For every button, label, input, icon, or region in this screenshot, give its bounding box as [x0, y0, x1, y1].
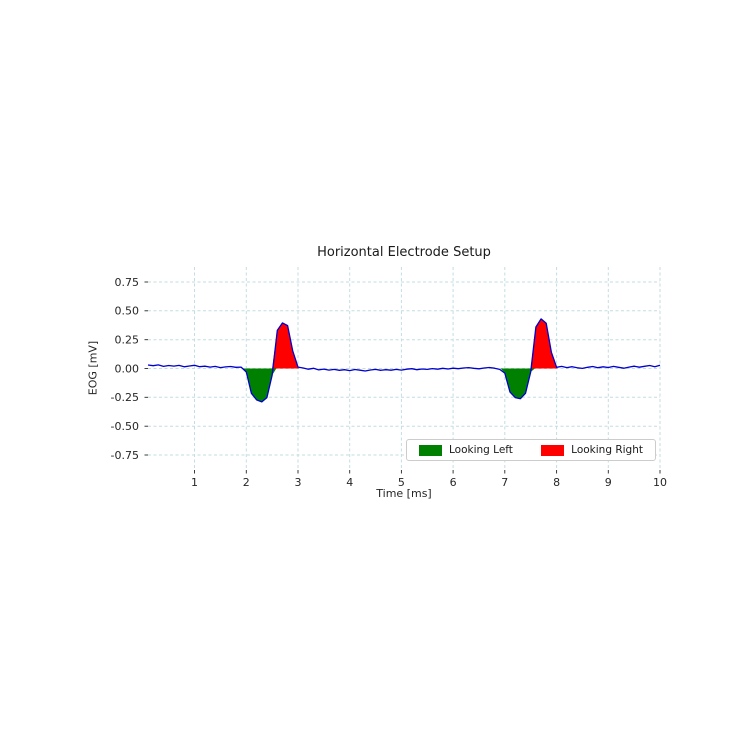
svg-text:4: 4 [346, 476, 353, 489]
svg-text:-0.50: -0.50 [111, 420, 139, 433]
legend-label-looking-left: Looking Left [449, 444, 513, 456]
svg-text:6: 6 [450, 476, 457, 489]
chart-title: Horizontal Electrode Setup [317, 245, 491, 260]
svg-text:0.25: 0.25 [115, 334, 140, 347]
svg-text:7: 7 [501, 476, 508, 489]
legend-label-looking-right: Looking Right [571, 444, 643, 456]
svg-text:0.50: 0.50 [115, 305, 140, 318]
svg-text:-0.25: -0.25 [111, 391, 139, 404]
svg-text:-0.75: -0.75 [111, 449, 139, 462]
looking-right-swatch-icon [541, 444, 565, 456]
svg-text:8: 8 [553, 476, 560, 489]
y-axis-label: EOG [mV] [86, 340, 100, 396]
svg-text:9: 9 [605, 476, 612, 489]
svg-text:1: 1 [191, 476, 198, 489]
svg-text:0.75: 0.75 [115, 276, 140, 289]
svg-text:0.00: 0.00 [115, 362, 140, 375]
svg-text:2: 2 [243, 476, 250, 489]
looking-left-swatch-icon [419, 444, 442, 456]
legend-entry-looking-left: Looking Left [419, 444, 513, 456]
svg-text:10: 10 [653, 476, 667, 489]
legend: Looking Left Looking Right [406, 439, 656, 461]
svg-text:3: 3 [295, 476, 302, 489]
x-axis-label: Time [ms] [376, 487, 432, 500]
legend-entry-looking-right: Looking Right [541, 444, 643, 456]
svg-text:5: 5 [398, 476, 405, 489]
